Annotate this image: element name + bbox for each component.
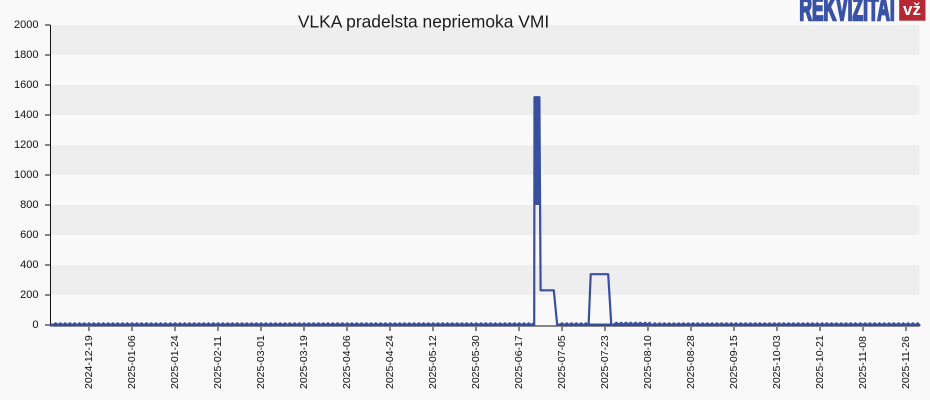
svg-text:VLKA pradelsta nepriemoka VMI: VLKA pradelsta nepriemoka VMI [298,12,549,32]
svg-text:2025-07-05: 2025-07-05 [556,335,568,389]
svg-text:1600: 1600 [14,79,38,91]
svg-text:2025-10-03: 2025-10-03 [771,335,783,389]
svg-text:2025-08-10: 2025-08-10 [642,335,654,389]
svg-text:vž: vž [903,0,921,19]
svg-text:1800: 1800 [14,49,38,61]
svg-text:600: 600 [20,229,38,241]
svg-text:2025-05-12: 2025-05-12 [427,335,439,389]
svg-text:2025-02-11: 2025-02-11 [212,336,224,389]
svg-text:2025-04-06: 2025-04-06 [341,335,353,389]
svg-text:2024-12-19: 2024-12-19 [83,335,95,389]
svg-text:REKVIZITAI: REKVIZITAI [799,0,894,28]
svg-text:2025-01-06: 2025-01-06 [126,335,138,389]
svg-text:2025-10-21: 2025-10-21 [814,335,826,389]
svg-text:1200: 1200 [14,139,38,151]
svg-text:2025-09-15: 2025-09-15 [728,335,740,389]
svg-text:2025-06-17: 2025-06-17 [513,335,525,389]
svg-text:2025-03-19: 2025-03-19 [298,335,310,389]
svg-text:2025-08-28: 2025-08-28 [685,335,697,389]
svg-text:2025-05-30: 2025-05-30 [470,335,482,389]
svg-text:800: 800 [20,199,38,211]
svg-text:2025-11-08: 2025-11-08 [857,336,869,389]
svg-text:2025-07-23: 2025-07-23 [599,335,611,389]
svg-text:200: 200 [20,289,38,301]
svg-text:2025-01-24: 2025-01-24 [169,335,181,389]
svg-text:0: 0 [32,319,38,331]
svg-text:2025-11-26: 2025-11-26 [900,336,912,389]
svg-text:2000: 2000 [14,19,38,31]
svg-text:2025-03-01: 2025-03-01 [255,335,267,389]
svg-text:2025-04-24: 2025-04-24 [384,335,396,389]
svg-text:1400: 1400 [14,109,38,121]
svg-text:400: 400 [20,259,38,271]
svg-text:1000: 1000 [14,169,38,181]
